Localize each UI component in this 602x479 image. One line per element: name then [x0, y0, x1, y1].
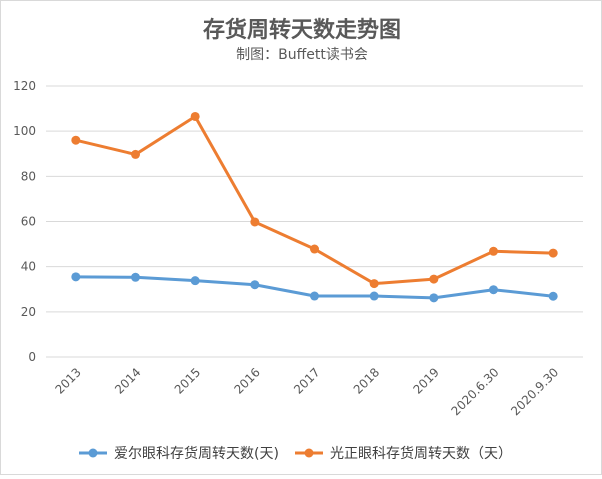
legend-swatch-marker: [304, 448, 314, 458]
data-point: [489, 246, 498, 256]
data-point: [548, 248, 558, 258]
x-tick-label: 2014: [112, 365, 143, 396]
y-axis: 0 20 40 60 80 100 120: [13, 79, 36, 364]
legend-swatch-marker: [88, 448, 98, 458]
x-tick-label: 2013: [52, 365, 83, 396]
data-point: [71, 135, 81, 145]
grid-layer: [46, 85, 583, 358]
data-point: [548, 291, 558, 301]
y-tick-label: 80: [21, 169, 36, 183]
y-tick-label: 100: [13, 124, 36, 138]
data-point: [310, 291, 319, 301]
data-point: [190, 111, 200, 121]
legend-label: 光正眼科存货周转天数（天）: [330, 445, 512, 462]
chart-subtitle: 制图：Buffett读书会: [236, 46, 368, 63]
series-layer: [71, 111, 558, 303]
series-line-2: [74, 114, 555, 286]
data-point: [369, 291, 379, 301]
y-tick-label: 20: [21, 305, 36, 319]
x-axis: 2013 2014 2015 2016 2017 2018 2019 2020.6.30 202…: [52, 365, 561, 418]
y-tick-label: 120: [13, 79, 36, 93]
legend-item-1: 爱尔眼科存货周转天数(天): [79, 445, 279, 462]
legend: 爱尔眼科存货周转天数(天) 光正眼科存货周转天数（天）: [79, 445, 512, 462]
x-tick-label: 2020.6.30: [449, 365, 502, 418]
data-point: [190, 276, 200, 286]
data-point: [250, 217, 260, 227]
x-tick-label: 2018: [351, 365, 382, 396]
x-tick-label: 2016: [231, 365, 262, 396]
x-tick-label: 2015: [172, 365, 203, 396]
data-point: [429, 274, 439, 284]
legend-item-2: 光正眼科存货周转天数（天）: [295, 445, 512, 462]
y-tick-label: 40: [21, 260, 36, 274]
data-point: [71, 272, 81, 282]
x-tick-label: 2019: [410, 365, 441, 396]
data-point: [131, 149, 140, 159]
x-tick-label: 2020.9.30: [508, 365, 561, 418]
data-point: [250, 280, 260, 290]
x-tick-label: 2017: [291, 365, 322, 396]
y-tick-label: 0: [28, 350, 36, 364]
legend-label: 爱尔眼科存货周转天数(天): [114, 445, 279, 462]
y-tick-label: 60: [21, 215, 36, 229]
data-point: [131, 272, 140, 282]
chart-title: 存货周转天数走势图: [203, 17, 401, 43]
data-point: [489, 285, 498, 295]
data-point: [310, 244, 319, 254]
data-point: [369, 279, 379, 289]
data-point: [429, 293, 439, 303]
